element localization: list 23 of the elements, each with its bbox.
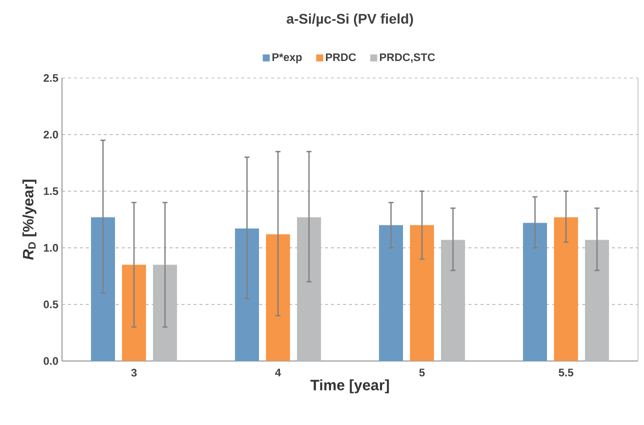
legend-label: PRDC,STC <box>380 53 435 63</box>
bar <box>441 240 466 361</box>
y-tick-label: 1.0 <box>44 244 58 252</box>
y-tick-label: 0.5 <box>44 300 58 308</box>
bar <box>379 225 404 361</box>
bar <box>585 240 610 361</box>
y-tick-label: 1.5 <box>44 187 58 196</box>
y-axis-title: R$_{D}$ [%/year] <box>22 180 36 260</box>
legend-label: PRDC <box>326 53 356 62</box>
x-tick-label: 5.5 <box>558 368 574 376</box>
x-axis-title: Time [year] <box>310 379 389 394</box>
chart-title: a-Si/µc-Si (PV field) <box>286 13 413 27</box>
y-tick-label: 2.0 <box>44 130 58 138</box>
y-tick-label: 0.0 <box>44 357 58 365</box>
legend-label: P*exp <box>272 53 302 64</box>
x-tick-label: 3 <box>131 368 137 377</box>
bar <box>297 217 322 361</box>
x-tick-label: 5 <box>419 368 425 376</box>
bar <box>410 225 434 361</box>
x-tick-label: 4 <box>275 368 281 376</box>
bar <box>523 222 548 361</box>
bar <box>554 217 578 361</box>
y-tick-label: 2.5 <box>44 74 58 82</box>
